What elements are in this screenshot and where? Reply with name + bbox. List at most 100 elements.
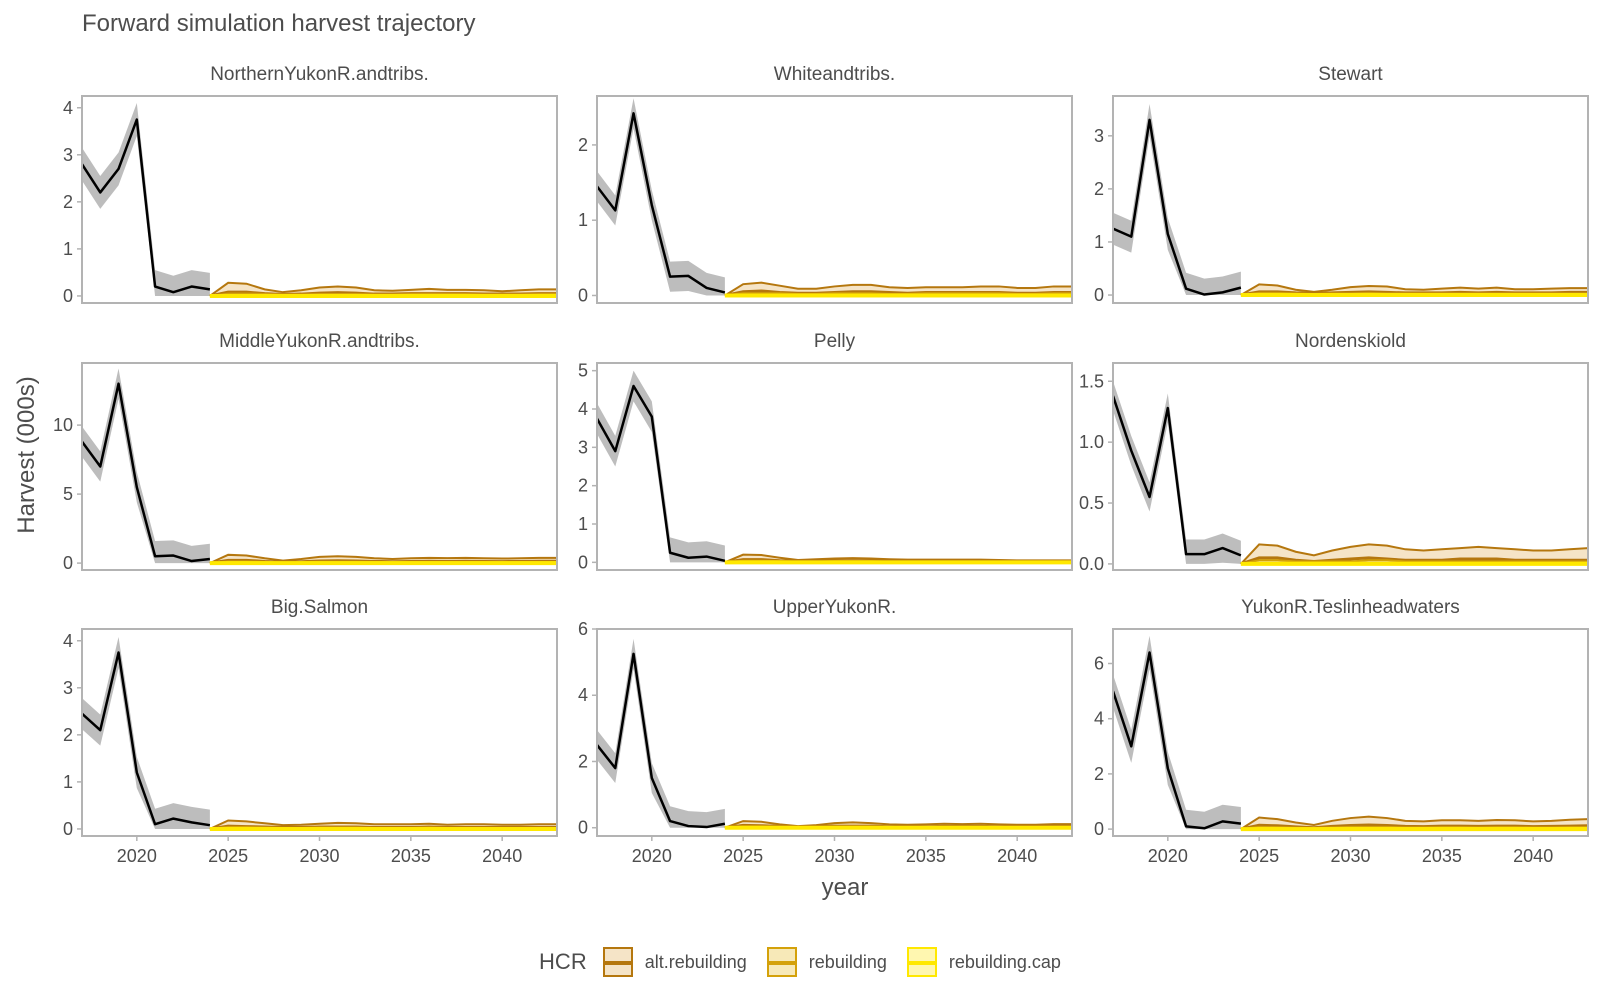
facet-northernyukonr-andtribs: NorthernYukonR.andtribs. 0 1 2 3 4 bbox=[63, 64, 558, 306]
facet-big-salmon: Big.Salmon 0 1 2 3 4 2020 2025 2030 2035 2040 bbox=[63, 597, 558, 866]
historical-harvest-line bbox=[82, 651, 211, 827]
y-tick-label: 2 bbox=[578, 476, 588, 496]
y-tick-label: 4 bbox=[578, 399, 588, 419]
x-tick-label: 2035 bbox=[1422, 846, 1462, 866]
historical-ribbon bbox=[597, 370, 725, 563]
x-tick-label: 2030 bbox=[299, 846, 339, 866]
panel-border bbox=[596, 362, 1073, 571]
plot-area bbox=[1113, 635, 1588, 832]
x-axis-label: year bbox=[822, 874, 869, 901]
y-tick-label: 0 bbox=[578, 818, 588, 838]
y-tick-label: 2 bbox=[63, 725, 73, 745]
facet-title: Stewart bbox=[1318, 64, 1383, 85]
legend-key-alt-rebuilding bbox=[602, 947, 633, 977]
facet-title: Whiteandtribs. bbox=[774, 64, 895, 85]
facet-title: YukonR.Teslinheadwaters bbox=[1241, 597, 1460, 618]
alt-rebuilding-upper-line bbox=[209, 553, 557, 565]
panel-border bbox=[1112, 95, 1589, 304]
y-tick-label: 2 bbox=[1094, 179, 1104, 199]
y-tick-label: 0 bbox=[578, 285, 588, 305]
y-tick-label: 4 bbox=[578, 685, 588, 705]
plot-area bbox=[1113, 103, 1588, 298]
y-tick-label: 3 bbox=[578, 437, 588, 457]
historical-harvest-line bbox=[597, 112, 726, 294]
plot-area bbox=[82, 368, 557, 566]
y-tick-label: 0 bbox=[578, 552, 588, 572]
facet-panels: NorthernYukonR.andtribs. 0 1 2 3 4 Whiteandtri… bbox=[53, 64, 1589, 866]
alt-rebuilding-upper-line bbox=[724, 281, 1072, 297]
legend-title: HCR bbox=[539, 949, 587, 974]
y-tick-label: 0 bbox=[1094, 819, 1104, 839]
x-tick-label: 2020 bbox=[117, 846, 157, 866]
historical-harvest-line bbox=[1113, 395, 1242, 557]
plot-area bbox=[82, 103, 557, 298]
y-tick-label: 6 bbox=[578, 619, 588, 639]
y-tick-label: 1 bbox=[63, 772, 73, 792]
plot-area bbox=[1113, 381, 1588, 566]
y-tick-label: 4 bbox=[1094, 709, 1104, 729]
panel-background bbox=[82, 96, 557, 303]
historical-ribbon bbox=[82, 636, 210, 829]
facet-yukonr-teslinheadwaters: YukonR.Teslinheadwaters 0 2 4 6 2020 2025 2030 2… bbox=[1094, 597, 1589, 866]
facet-whiteandtribs: Whiteandtribs. 0 1 2 bbox=[578, 64, 1073, 305]
y-tick-label: 0 bbox=[63, 286, 73, 306]
alt-rebuilding-upper-line bbox=[1240, 815, 1588, 830]
y-tick-label: 5 bbox=[63, 484, 73, 504]
plot-area bbox=[597, 638, 1072, 830]
y-tick-label: 2 bbox=[1094, 764, 1104, 784]
legend-item-rebuilding-cap: rebuilding.cap bbox=[906, 947, 1061, 977]
legend-label-alt-rebuilding: alt.rebuilding bbox=[644, 951, 747, 972]
x-tick-label: 2035 bbox=[906, 846, 946, 866]
facet-middleyukonr-andtribs: MiddleYukonR.andtribs. 0 5 10 bbox=[53, 331, 558, 573]
y-tick-label: 1 bbox=[63, 239, 73, 259]
facet-title: Nordenskiold bbox=[1295, 331, 1406, 352]
panel-border bbox=[596, 95, 1073, 304]
panel-background bbox=[82, 629, 557, 836]
historical-harvest-line bbox=[82, 382, 211, 563]
legend: HCR alt.rebuilding rebuilding rebuilding… bbox=[0, 942, 1620, 982]
legend-label-rebuilding-cap: rebuilding.cap bbox=[948, 951, 1061, 972]
facet-stewart: Stewart 0 1 2 3 bbox=[1094, 64, 1589, 305]
historical-ribbon bbox=[1113, 635, 1241, 830]
facet-nordenskiold: Nordenskiold 0.0 0.5 1.0 1.5 bbox=[1079, 331, 1589, 574]
facet-title: MiddleYukonR.andtribs. bbox=[219, 331, 420, 352]
y-tick-label: 5 bbox=[578, 361, 588, 381]
legend-item-alt-rebuilding: alt.rebuilding bbox=[602, 947, 747, 977]
panel-background bbox=[1113, 629, 1588, 836]
panel-border bbox=[81, 362, 558, 571]
y-tick-label: 2 bbox=[578, 751, 588, 771]
x-tick-label: 2025 bbox=[1239, 846, 1279, 866]
x-tick-label: 2035 bbox=[391, 846, 431, 866]
x-tick-label: 2030 bbox=[814, 846, 854, 866]
y-tick-label: 2 bbox=[63, 192, 73, 212]
legend-key-rebuilding-cap bbox=[906, 947, 937, 977]
panel-border bbox=[1112, 362, 1589, 571]
facet-upperyukonr: UpperYukonR. 0 2 4 6 2020 2025 2030 2035 2040 bbox=[578, 597, 1073, 866]
historical-harvest-line bbox=[1113, 118, 1242, 296]
y-tick-label: 1 bbox=[578, 210, 588, 230]
panel-background bbox=[1113, 96, 1588, 303]
alt-rebuilding-upper-line bbox=[209, 281, 557, 297]
y-tick-label: 3 bbox=[63, 145, 73, 165]
panel-background bbox=[597, 629, 1072, 836]
plot-area bbox=[597, 98, 1072, 298]
y-tick-label: 0.5 bbox=[1079, 493, 1104, 513]
y-tick-label: 6 bbox=[1094, 654, 1104, 674]
panel-background bbox=[597, 363, 1072, 570]
x-tick-label: 2025 bbox=[208, 846, 248, 866]
legend-key-rebuilding bbox=[766, 947, 797, 977]
historical-ribbon bbox=[597, 98, 725, 296]
y-tick-label: 3 bbox=[1094, 126, 1104, 146]
y-tick-label: 4 bbox=[63, 98, 73, 118]
y-tick-label: 0 bbox=[1094, 285, 1104, 305]
x-tick-label: 2040 bbox=[997, 846, 1037, 866]
x-tick-label: 2040 bbox=[482, 846, 522, 866]
y-tick-label: 2 bbox=[578, 135, 588, 155]
facet-title: UpperYukonR. bbox=[773, 597, 897, 618]
panel-background bbox=[82, 363, 557, 570]
plot-area bbox=[597, 370, 1072, 565]
y-tick-label: 0 bbox=[63, 819, 73, 839]
y-axis-label: Harvest (000s) bbox=[13, 376, 40, 533]
x-tick-label: 2020 bbox=[1148, 846, 1188, 866]
y-tick-label: 0.0 bbox=[1079, 554, 1104, 574]
